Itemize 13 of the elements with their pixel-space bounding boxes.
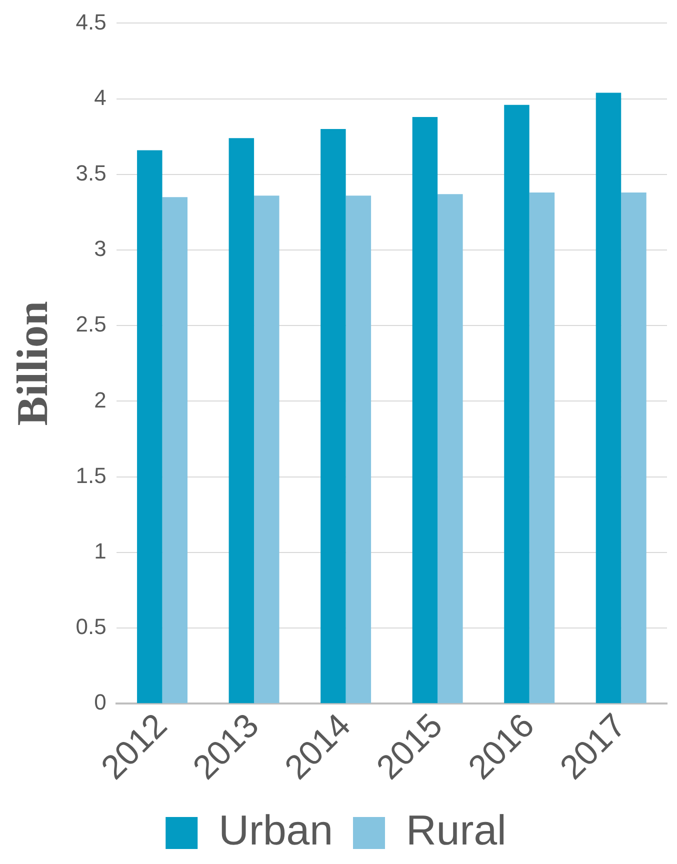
y-tick-label: 3: [94, 236, 106, 262]
y-tick-label: 4: [94, 84, 106, 110]
y-tick-label: 2.5: [76, 312, 106, 337]
legend-label: Urban: [218, 806, 334, 854]
y-axis-title: Billion: [8, 301, 57, 426]
legend-label: Rural: [406, 806, 506, 854]
y-tick-label: 0: [94, 690, 106, 715]
y-tick-label: 1: [94, 538, 106, 564]
y-tick-label: 1.5: [76, 462, 106, 488]
y-tick-label: 2: [94, 387, 106, 412]
y-tick-label: 4.5: [76, 9, 106, 34]
y-tick-label: 0.5: [76, 614, 106, 640]
y-tick-label: 3.5: [76, 160, 106, 186]
